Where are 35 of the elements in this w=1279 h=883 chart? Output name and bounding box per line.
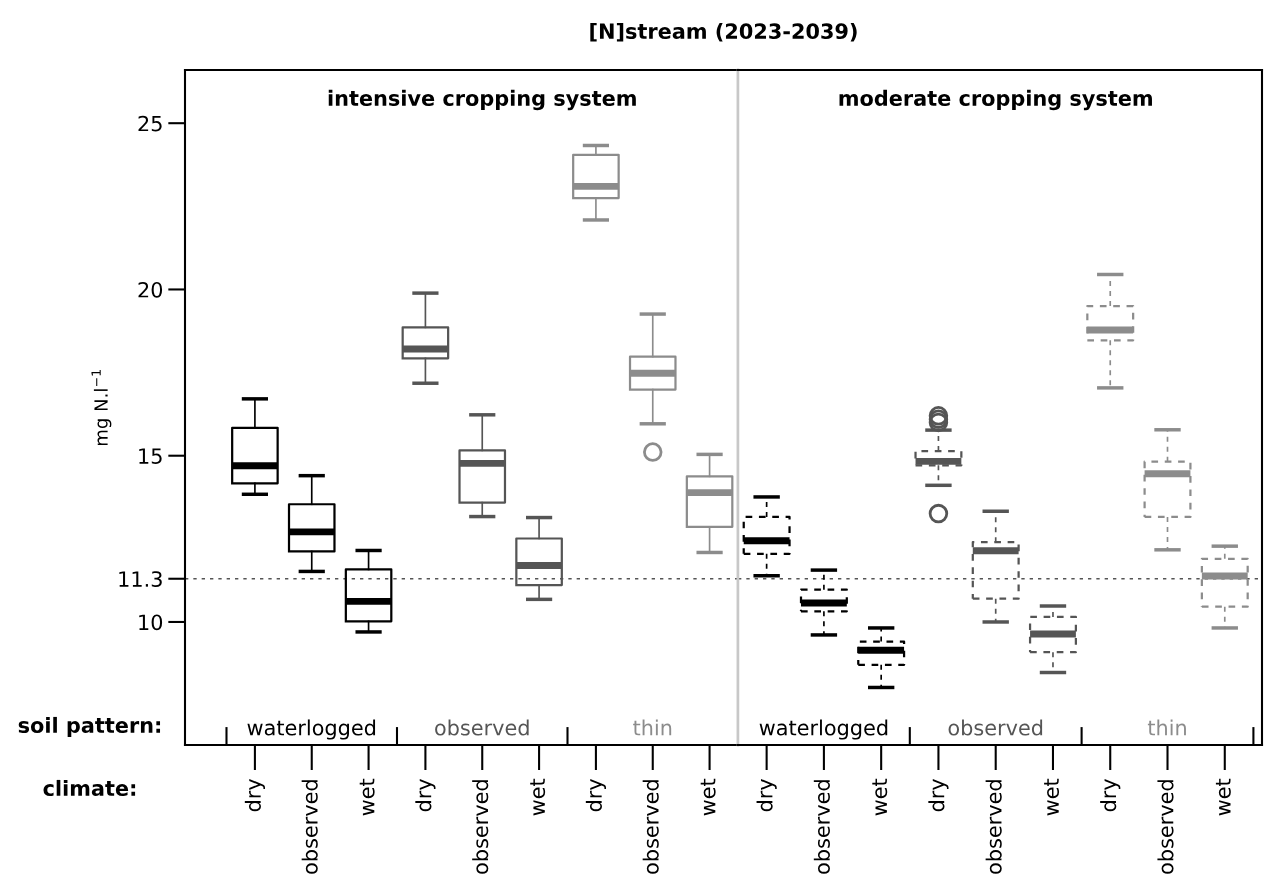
x-tick-label: dry	[415, 778, 436, 812]
annotation: thin	[1147, 719, 1186, 736]
x-tick-label: wet	[359, 778, 375, 816]
x-tick-label: observed	[472, 780, 489, 874]
x-tick-label: dry	[585, 778, 606, 812]
x-tick-label: observed	[813, 780, 830, 874]
annotation: waterlogged	[759, 719, 888, 740]
x-tick-label: dry	[1100, 778, 1121, 812]
x-tick-label: dry	[244, 778, 265, 812]
x-tick-label: observed	[1157, 780, 1174, 874]
x-tick-label: observed	[301, 780, 318, 874]
annotation: observed	[948, 719, 1043, 736]
x-tick-label: dry	[756, 778, 777, 812]
chart-title: [N]stream (2023-2039)	[590, 22, 857, 42]
text: moderate cropping system	[839, 89, 1152, 111]
x-tick-label: observed	[985, 780, 1002, 874]
x-tick-label: wet	[1044, 778, 1060, 816]
text: climate:	[43, 779, 136, 797]
y-axis-title: mg N.l$^{−1}$	[91, 369, 112, 446]
text: intensive cropping system	[328, 89, 636, 111]
y-tick-label: 20	[138, 281, 163, 298]
y-tick-label: 11.3	[119, 571, 162, 587]
x-tick-label: wet	[872, 778, 888, 816]
y-tick-label: 25	[138, 115, 162, 132]
y-tick-label: 10	[139, 614, 163, 631]
y-tick-label: 15	[139, 448, 162, 464]
x-tick-label: dry	[928, 778, 949, 812]
x-tick-label: wet	[700, 778, 716, 816]
x-tick-label: wet	[1215, 778, 1231, 816]
text: soil pattern:	[18, 716, 161, 738]
annotation: thin	[633, 719, 672, 736]
annotation: observed	[435, 719, 529, 736]
x-tick-label: observed	[642, 780, 659, 874]
x-tick-label: wet	[530, 778, 546, 816]
annotation: waterlogged	[247, 719, 376, 740]
